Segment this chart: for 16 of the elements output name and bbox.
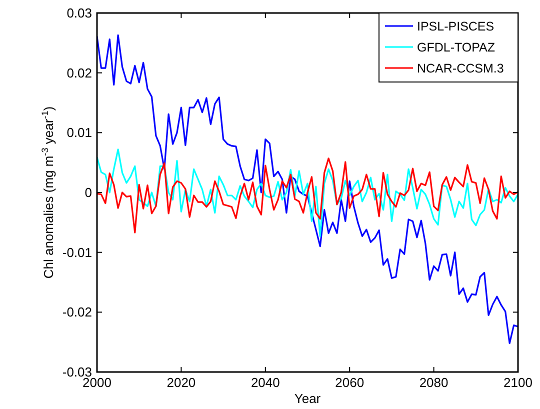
line-series: [97, 34, 518, 344]
legend-label: IPSL-PISCES: [417, 20, 494, 34]
x-tick-label: 2080: [419, 375, 448, 390]
legend-label: GFDL-TOPAZ: [417, 40, 496, 54]
x-tick-label: 2060: [335, 375, 364, 390]
x-axis-title: Year: [294, 391, 322, 406]
y-tick-label: 0.03: [66, 6, 92, 20]
x-tick-label: 2020: [166, 375, 196, 390]
x-tick-label: 2100: [504, 375, 532, 390]
x-tick-label: 2040: [250, 375, 280, 390]
y-tick-label: 0.01: [66, 125, 92, 140]
y-tick-label: 0.02: [66, 65, 92, 80]
legend-label: NCAR-CCSM.3: [417, 62, 504, 76]
y-tick-label: 0: [84, 185, 92, 200]
y-tick-label: -0.01: [62, 244, 92, 260]
y-tick-label: -0.02: [62, 304, 92, 320]
